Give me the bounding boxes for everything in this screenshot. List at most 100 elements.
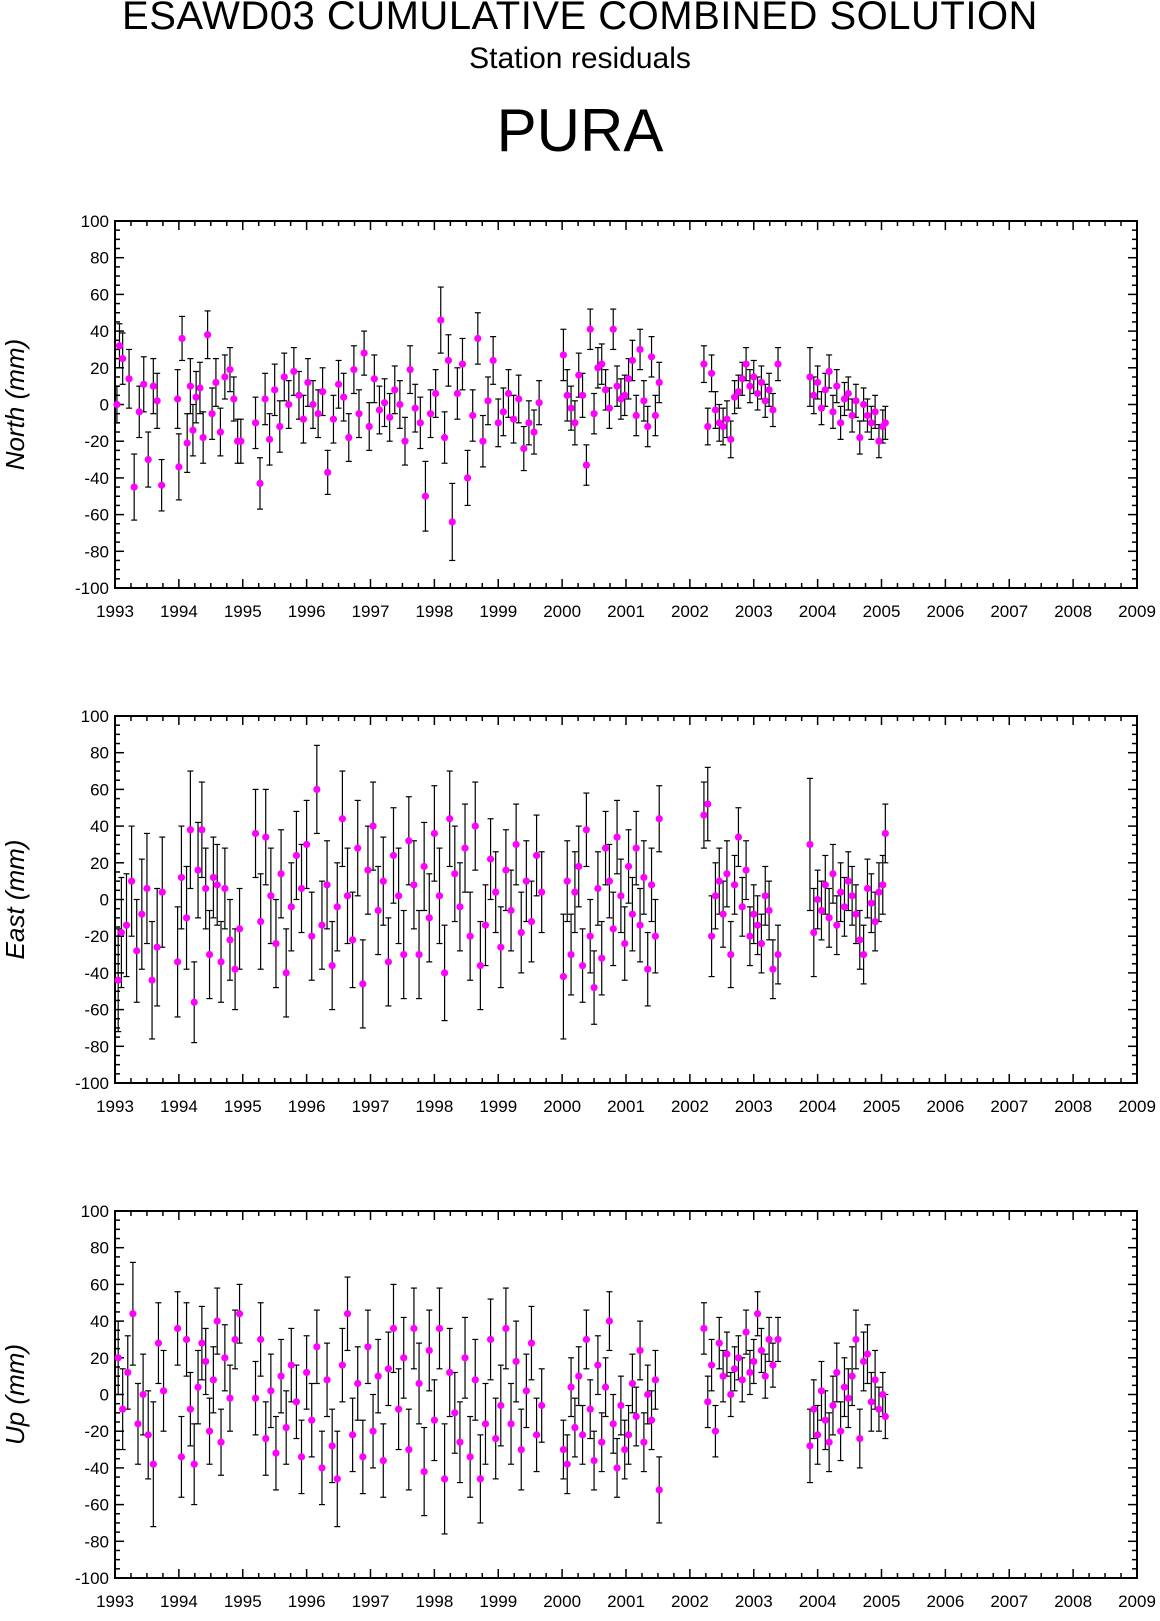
data-point — [198, 1339, 206, 1347]
data-point — [425, 914, 433, 922]
data-point — [867, 419, 875, 427]
data-point — [186, 382, 194, 390]
data-point — [640, 397, 648, 405]
data-point — [216, 428, 224, 436]
data-point — [285, 400, 293, 409]
data-point — [410, 881, 418, 889]
data-point — [530, 428, 538, 436]
data-point — [213, 1317, 221, 1325]
data-point — [628, 1379, 636, 1388]
data-point — [369, 822, 377, 830]
data-point — [143, 884, 151, 893]
data-point — [829, 870, 837, 878]
data-point — [451, 1409, 459, 1417]
x-tick-label: 1998 — [415, 602, 453, 621]
data-point — [707, 932, 716, 940]
data-point — [117, 928, 125, 937]
data-point — [237, 437, 245, 445]
data-point — [840, 395, 849, 403]
data-point — [651, 411, 659, 420]
data-point — [175, 463, 183, 471]
data-point — [617, 1401, 625, 1410]
data-point — [221, 1354, 229, 1362]
data-point — [391, 386, 399, 394]
data-point — [840, 1383, 849, 1391]
data-point — [867, 1398, 875, 1406]
data-point — [177, 873, 186, 882]
data-point — [829, 1401, 837, 1410]
data-point — [158, 888, 166, 896]
y-tick-label: -40 — [84, 1459, 109, 1478]
data-point — [586, 325, 594, 333]
data-point — [386, 413, 394, 421]
data-point — [711, 892, 720, 900]
x-tick-label: 2000 — [543, 1097, 581, 1116]
data-point — [384, 1365, 392, 1373]
data-point — [746, 1368, 754, 1377]
data-point — [479, 437, 487, 445]
data-point — [303, 840, 311, 849]
data-point — [723, 870, 731, 878]
data-point — [821, 386, 829, 394]
data-point — [879, 881, 887, 889]
data-point — [655, 815, 663, 823]
data-point — [527, 1339, 536, 1347]
y-tick-label: 60 — [90, 780, 109, 799]
data-point — [512, 1357, 520, 1366]
data-point — [396, 400, 404, 409]
data-point — [129, 1310, 137, 1318]
data-point — [704, 1398, 712, 1406]
data-point — [178, 334, 186, 343]
data-point — [753, 1310, 762, 1318]
data-point — [636, 921, 644, 929]
x-tick-label: 2006 — [926, 602, 964, 621]
data-point — [761, 892, 769, 900]
data-point — [400, 950, 408, 959]
data-point — [481, 1420, 490, 1428]
data-point — [400, 1354, 408, 1362]
y-tick-label: 60 — [90, 285, 109, 304]
data-point — [636, 345, 644, 354]
y-tick-label: -20 — [84, 1422, 109, 1441]
data-point — [257, 917, 265, 926]
data-point — [598, 360, 606, 368]
data-point — [432, 389, 440, 398]
x-tick-label: 2005 — [863, 602, 901, 621]
data-point — [295, 391, 303, 399]
data-point — [848, 1372, 856, 1380]
data-point — [425, 1346, 433, 1355]
data-point — [727, 435, 735, 443]
y-tick-label: -60 — [84, 1001, 109, 1020]
x-tick-label: 2007 — [990, 1592, 1028, 1611]
y-tick-label: -80 — [84, 542, 109, 561]
data-point — [198, 826, 206, 834]
data-point — [879, 1390, 887, 1399]
data-point — [601, 1383, 610, 1391]
data-point — [497, 1401, 505, 1410]
data-point — [369, 1427, 377, 1435]
data-point — [299, 415, 308, 423]
data-point — [489, 356, 497, 365]
data-point — [875, 888, 883, 896]
data-point — [525, 419, 533, 427]
data-point — [586, 932, 594, 940]
data-point — [860, 950, 868, 959]
data-point — [415, 950, 423, 959]
data-point — [742, 360, 750, 368]
data-point — [837, 419, 845, 427]
data-point — [833, 382, 841, 390]
data-point — [374, 906, 382, 915]
y-tick-label: -20 — [84, 432, 109, 451]
data-point — [852, 1335, 860, 1344]
data-point — [406, 366, 414, 374]
data-point — [719, 910, 727, 918]
data-point — [825, 1438, 833, 1446]
plot-frame — [114, 1210, 1138, 1579]
data-point — [704, 800, 712, 808]
y-tick-label: 40 — [90, 817, 109, 836]
data-point — [730, 393, 739, 401]
data-point — [416, 419, 424, 427]
data-point — [328, 1442, 336, 1450]
data-point — [190, 998, 198, 1006]
data-point — [343, 892, 352, 900]
